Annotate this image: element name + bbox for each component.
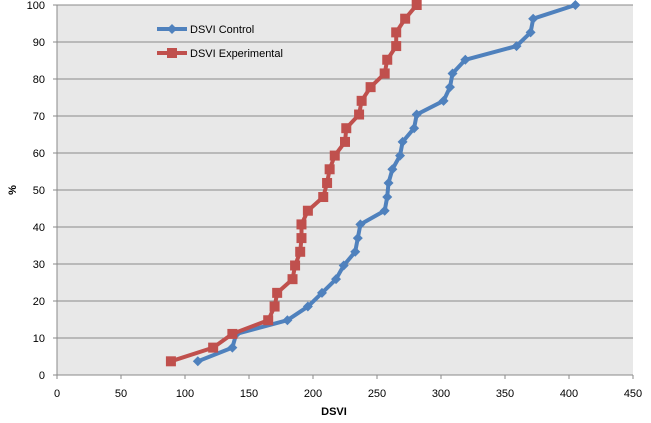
data-point	[316, 287, 327, 298]
data-point	[208, 342, 219, 353]
data-point	[269, 301, 280, 312]
data-point	[296, 219, 307, 230]
data-point	[365, 82, 376, 93]
data-point	[318, 192, 329, 203]
data-point	[447, 68, 458, 79]
x-tick-label: 350	[496, 388, 514, 400]
data-point	[395, 150, 406, 161]
data-point	[387, 164, 398, 175]
y-tick-label: 0	[39, 370, 45, 382]
data-point	[338, 260, 349, 271]
x-tick-label: 250	[368, 388, 386, 400]
data-point	[296, 233, 307, 244]
data-point	[356, 95, 367, 106]
data-point	[460, 54, 471, 65]
data-point	[400, 13, 411, 24]
x-tick-label: 400	[560, 388, 578, 400]
data-point	[382, 54, 393, 65]
data-point	[354, 109, 365, 120]
data-point	[391, 27, 402, 38]
data-point	[322, 177, 333, 188]
legend-marker	[167, 24, 177, 34]
y-tick-label: 50	[33, 185, 45, 197]
data-point	[391, 41, 402, 52]
data-point	[192, 356, 203, 367]
data-point	[379, 205, 390, 216]
data-point	[227, 328, 238, 339]
data-point	[165, 356, 176, 367]
data-point	[350, 246, 361, 257]
y-tick-label: 20	[33, 296, 45, 308]
y-axis-title: %	[7, 185, 19, 195]
data-point	[397, 136, 408, 147]
x-tick-label: 0	[54, 388, 60, 400]
series-control	[192, 0, 581, 367]
y-tick-label: 40	[33, 222, 45, 234]
data-point	[355, 219, 366, 230]
y-tick-label: 30	[33, 259, 45, 271]
data-point	[438, 95, 449, 106]
data-point	[341, 123, 352, 134]
data-point	[287, 274, 298, 285]
data-point	[331, 274, 342, 285]
y-tick-label: 10	[33, 333, 45, 345]
x-tick-label: 50	[115, 388, 127, 400]
data-point	[282, 315, 293, 326]
x-tick-label: 100	[176, 388, 194, 400]
data-point	[444, 82, 455, 93]
data-point	[227, 342, 238, 353]
series-layer	[165, 0, 581, 367]
data-point	[324, 164, 335, 175]
data-point	[411, 0, 422, 10]
tick-labels: 0 10 20 30 40 50 60 70 80 90 100 0 50 100 150 200 250 300…	[27, 0, 643, 400]
legend-marker	[167, 48, 177, 58]
data-point	[290, 260, 301, 271]
x-tick-label: 150	[240, 388, 258, 400]
data-point	[263, 315, 274, 326]
series-experimental	[165, 0, 422, 367]
data-point	[382, 192, 393, 203]
x-tick-label: 450	[624, 388, 642, 400]
data-point	[302, 205, 313, 216]
y-tick-label: 100	[27, 0, 45, 12]
data-point	[302, 301, 313, 312]
x-axis-title: DSVI	[321, 406, 347, 418]
data-point	[272, 287, 283, 298]
data-point	[570, 0, 581, 10]
data-point	[295, 246, 306, 257]
data-point	[409, 123, 420, 134]
data-point	[329, 150, 340, 161]
axes	[53, 4, 634, 379]
y-tick-label: 90	[33, 37, 45, 49]
y-tick-label: 70	[33, 111, 45, 123]
x-tick-label: 200	[304, 388, 322, 400]
legend-entry: DSVI Experimental	[157, 48, 283, 60]
legend-label: DSVI Experimental	[190, 48, 283, 60]
x-tick-label: 300	[432, 388, 450, 400]
y-tick-label: 80	[33, 74, 45, 86]
legend-entry: DSVI Control	[157, 24, 254, 36]
data-point	[340, 136, 350, 147]
data-point	[525, 27, 536, 38]
data-point	[383, 177, 394, 188]
data-point	[352, 233, 363, 244]
data-point	[379, 68, 390, 79]
legend: DSVI Control DSVI Experimental	[157, 24, 283, 60]
y-tick-label: 60	[33, 148, 45, 160]
data-point	[528, 13, 539, 24]
data-point	[511, 41, 522, 52]
legend-label: DSVI Control	[190, 24, 254, 36]
data-point	[411, 109, 422, 120]
